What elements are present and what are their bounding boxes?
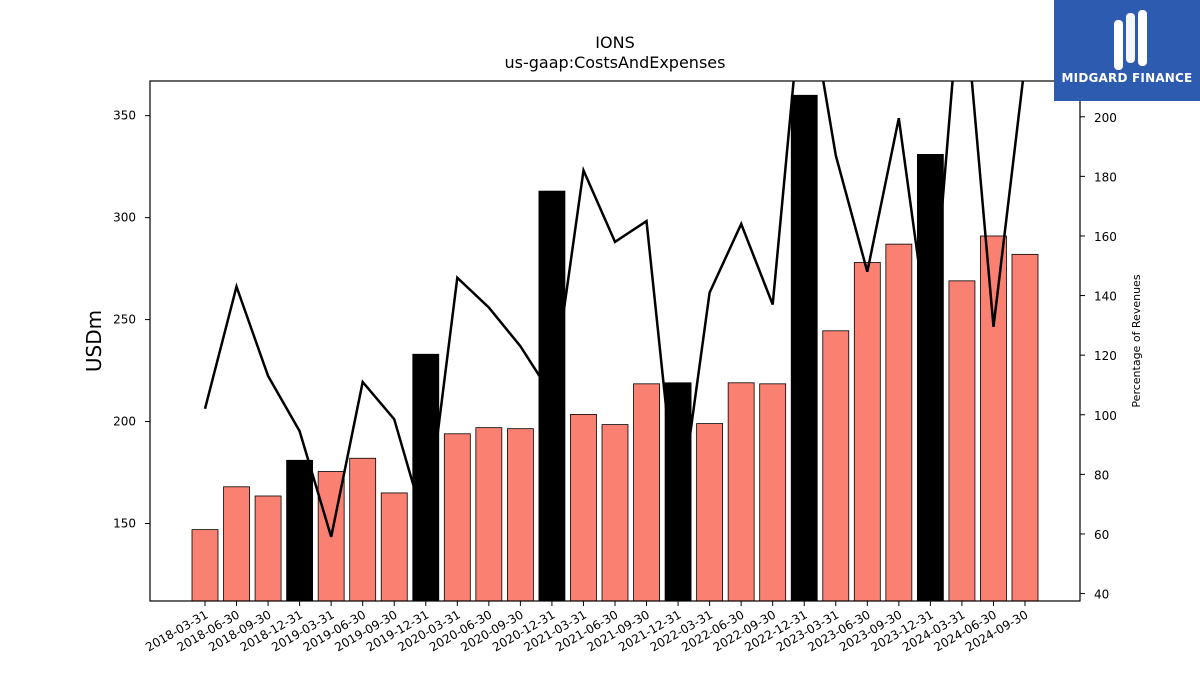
y2-tick-label: 160 — [1094, 230, 1117, 244]
bar-2018-06-30 — [223, 486, 250, 602]
bar-2022-03-31 — [696, 423, 724, 602]
bar-2023-12-31 — [916, 154, 944, 602]
y-tick-label: 350 — [113, 109, 136, 123]
bar-2023-09-30 — [885, 243, 913, 602]
percentage-of-revenues-line — [203, 81, 1025, 538]
bar-2018-09-30 — [254, 495, 282, 602]
bar-2024-09-30 — [1011, 253, 1039, 602]
y-tick-label: 250 — [113, 313, 136, 327]
midgard-finance-logo: MIDGARD FINANCE — [1054, 0, 1200, 101]
bar-2018-03-31 — [191, 529, 219, 602]
chart-title: IONS — [595, 33, 634, 52]
y2-tick-label: 80 — [1094, 468, 1109, 482]
x-axis: 2018-03-312018-06-302018-09-302018-12-31… — [143, 601, 1031, 654]
chart-subtitle: us-gaap:CostsAndExpenses — [505, 53, 726, 72]
bar-2019-06-30 — [349, 457, 377, 602]
bar-2021-12-31 — [664, 382, 692, 602]
bar-2022-09-30 — [759, 383, 787, 602]
right-y-axis: 40 60 80 100 120 140 160 180 200 — [1080, 111, 1117, 602]
y2-tick-label: 140 — [1094, 290, 1117, 304]
logo-mark-icon — [1114, 10, 1147, 70]
y2-tick-label: 60 — [1094, 528, 1109, 542]
bar-2020-06-30 — [475, 427, 503, 602]
y-tick-label: 150 — [113, 517, 136, 531]
bar-2020-03-31 — [443, 433, 471, 602]
bar-2022-06-30 — [727, 382, 755, 602]
bar-2021-09-30 — [633, 383, 660, 602]
logo-text: MIDGARD FINANCE — [1061, 71, 1193, 85]
bar-series — [191, 94, 1039, 602]
bar-2018-12-31 — [286, 459, 314, 602]
y2-tick-label: 100 — [1094, 409, 1117, 423]
bar-2024-03-31 — [948, 280, 976, 602]
bar-2021-03-31 — [570, 414, 597, 602]
y2-tick-label: 120 — [1094, 349, 1117, 363]
y2-tick-label: 40 — [1094, 588, 1109, 602]
bar-2019-09-30 — [380, 492, 408, 602]
bar-2023-06-30 — [853, 262, 881, 602]
y2-axis-label: Percentage of Revenues — [1130, 274, 1143, 407]
bar-2022-12-31 — [790, 94, 818, 602]
y2-tick-label: 200 — [1094, 111, 1117, 125]
y-tick-label: 300 — [113, 211, 136, 225]
bar-2023-03-31 — [822, 330, 850, 602]
y-axis-label: USDm — [82, 310, 106, 372]
bar-2021-06-30 — [601, 424, 629, 602]
y2-tick-label: 180 — [1094, 170, 1117, 184]
y-tick-label: 200 — [113, 415, 136, 429]
left-y-axis: 150 200 250 300 350 — [113, 109, 150, 531]
line-series-layer — [203, 81, 1025, 538]
bar-2019-12-31 — [412, 353, 440, 602]
bar-2020-09-30 — [506, 428, 534, 602]
bar-2024-06-30 — [980, 235, 1007, 602]
